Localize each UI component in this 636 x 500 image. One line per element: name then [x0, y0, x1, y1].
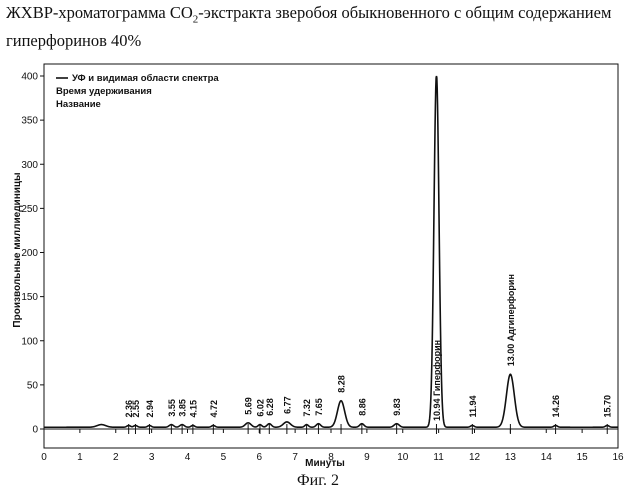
- title-subscript: 2: [192, 13, 199, 26]
- chromatogram-chart: 0 1 2 3 4 5 6 7 8 9 10 11 12 13 14 15 160501001502002503…: [12, 63, 624, 469]
- legend-entry: УФ и видимая области спектра: [72, 73, 219, 84]
- x-tick-label: 13: [505, 452, 517, 463]
- y-tick-label: 250: [21, 204, 38, 215]
- peak-label: 4.15: [188, 400, 198, 418]
- peak-label: 11.94: [468, 395, 478, 417]
- legend-entry: Время удерживания: [56, 86, 152, 97]
- peak-label: 13.00 Адгиперфорин: [506, 274, 516, 366]
- peak-label: 3.85: [178, 399, 188, 417]
- x-tick-label: 6: [256, 452, 262, 463]
- x-tick-label: 16: [612, 452, 624, 463]
- y-tick-label: 0: [32, 425, 38, 436]
- y-axis-label: Произвольные миллиединицы: [12, 172, 23, 327]
- peak-label: 7.65: [314, 398, 324, 416]
- x-tick-label: 11: [433, 452, 444, 463]
- x-tick-label: 4: [185, 452, 191, 463]
- peak-label: 8.86: [357, 398, 367, 416]
- y-tick-label: 50: [27, 380, 39, 391]
- x-tick-label: 7: [292, 452, 298, 463]
- x-tick-label: 14: [541, 452, 553, 463]
- peak-label: 6.28: [265, 398, 275, 416]
- peak-label: 5.69: [244, 397, 254, 415]
- x-tick-label: 1: [77, 452, 83, 463]
- x-tick-label: 12: [469, 452, 481, 463]
- title-text-b: -экстракта зверобоя обыкновенного с общи…: [6, 3, 612, 51]
- y-tick-label: 100: [21, 336, 38, 347]
- peak-label: 3.55: [167, 399, 177, 417]
- x-tick-label: 8: [328, 452, 334, 463]
- x-tick-label: 3: [149, 452, 155, 463]
- peak-label: 15.70: [603, 395, 613, 418]
- peak-label: 2.55: [131, 400, 141, 418]
- peak-label: 9.83: [392, 398, 402, 416]
- x-tick-label: 5: [221, 452, 227, 463]
- y-tick-label: 200: [21, 248, 38, 259]
- y-tick-label: 150: [21, 292, 38, 303]
- x-tick-label: 15: [577, 452, 589, 463]
- peak-label: 2.94: [145, 400, 155, 418]
- legend: УФ и видимая области спектра Время удержи…: [56, 73, 219, 110]
- peak-label: 2.36: [124, 400, 134, 418]
- trace-group: [44, 75, 618, 429]
- figure-title: ЖХВР-хроматограмма CO2-экстракта зверобо…: [6, 2, 630, 51]
- peak-label: 4.72: [209, 400, 219, 418]
- x-axis-label: Минуты: [305, 458, 345, 469]
- peak-label: 7.32: [302, 399, 312, 417]
- x-tick-label: 10: [397, 452, 409, 463]
- y-tick-label: 350: [21, 116, 38, 127]
- x-tick-label: 0: [41, 452, 47, 463]
- peak-label: 8.28: [337, 375, 347, 393]
- figure-caption: Фиг. 2: [297, 472, 339, 489]
- plot-frame: [43, 63, 619, 449]
- peak-label: 10.94 Гиперфорин: [432, 340, 442, 421]
- y-tick-label: 300: [21, 160, 38, 171]
- y-tick-label: 400: [21, 72, 38, 83]
- peak-label: 14.26: [551, 395, 561, 418]
- x-tick-label: 2: [113, 452, 119, 463]
- x-tick-label: 9: [364, 452, 370, 463]
- chromatogram-trace: [44, 75, 618, 429]
- peak-labels: 2.362.55 2.94 3.55 3.85 4.15 4.72 5.69 6.02 6.28…: [124, 274, 613, 434]
- legend-entry: Название: [56, 99, 101, 110]
- peak-label: 6.02: [256, 399, 266, 417]
- peak-label: 6.77: [282, 396, 292, 414]
- title-text-a: ЖХВР-хроматограмма CO: [6, 3, 193, 22]
